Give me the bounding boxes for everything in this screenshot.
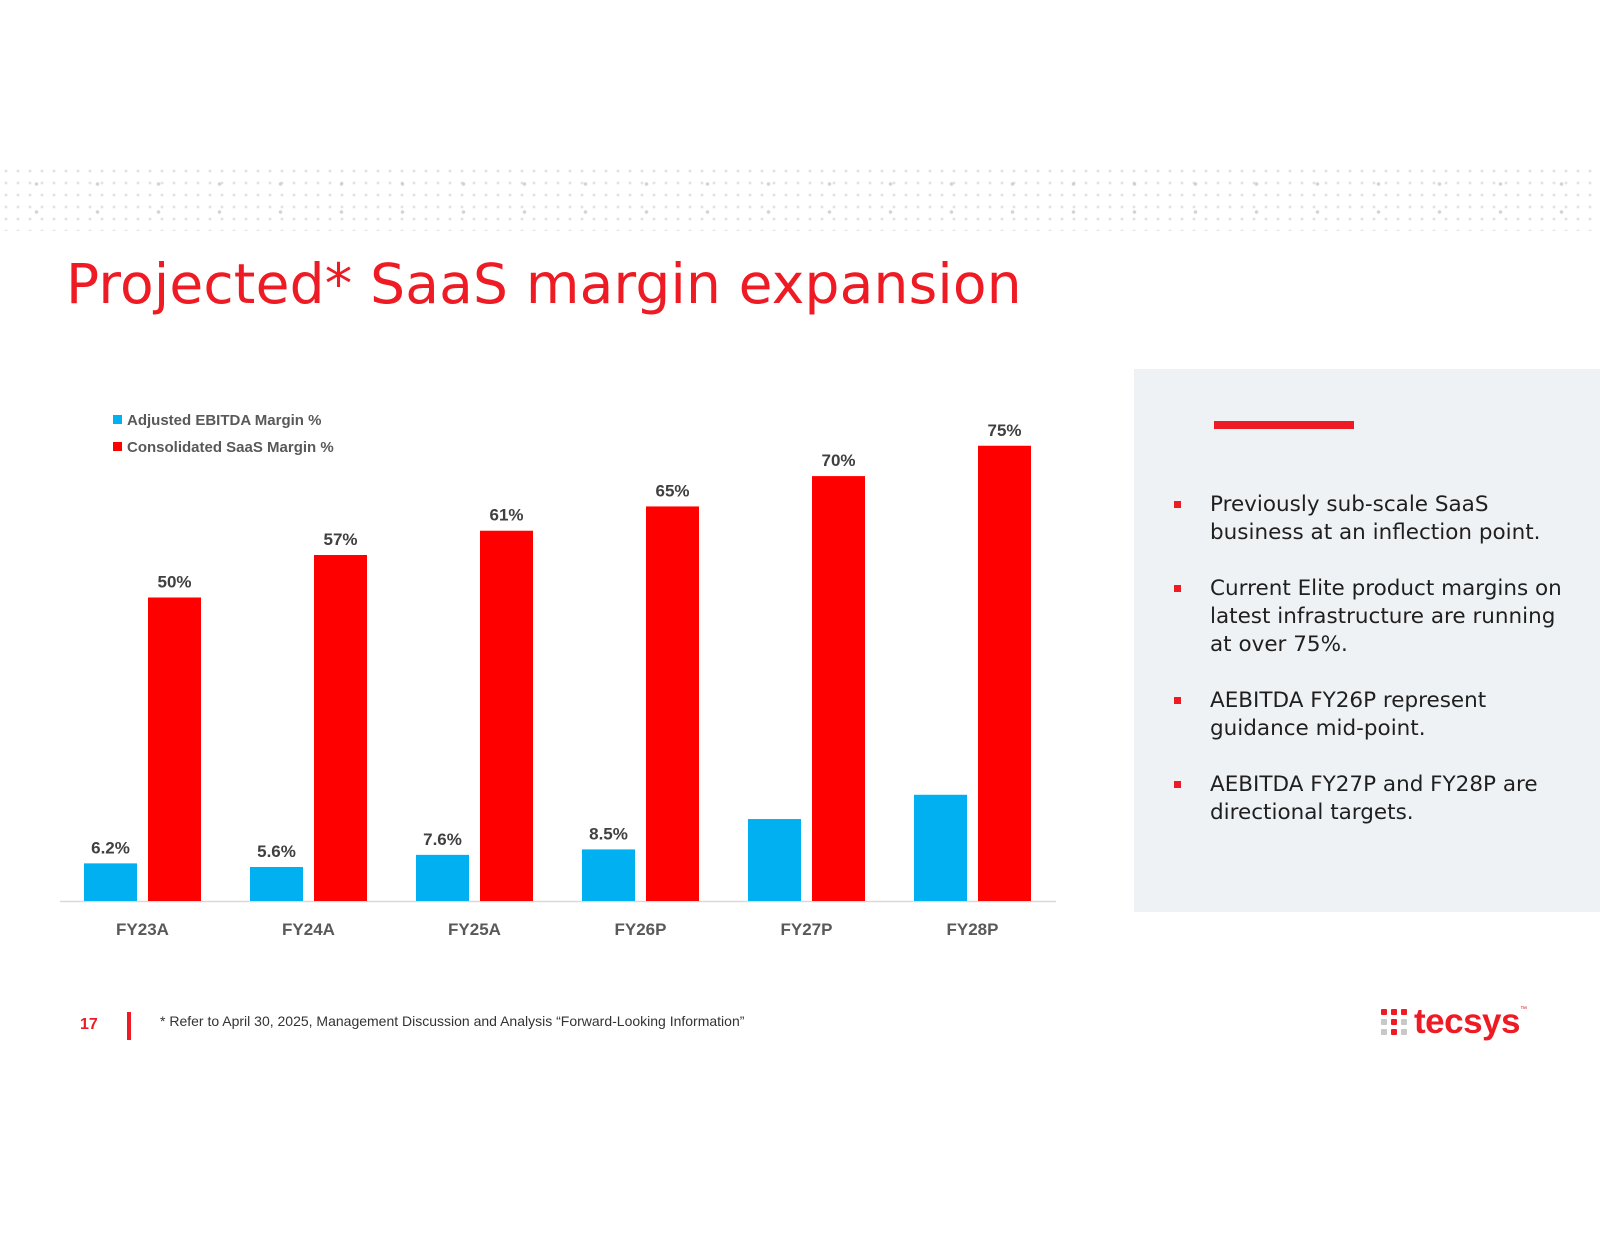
tecsys-logo: tecsys ™ — [1380, 1002, 1527, 1042]
footnote: * Refer to April 30, 2025, Management Di… — [160, 1013, 745, 1029]
bar — [646, 506, 699, 901]
bullet-text: AEBITDA FY26P represent guidance mid-poi… — [1210, 688, 1487, 741]
logo-mark-icon — [1381, 1009, 1407, 1035]
data-label: 50% — [157, 573, 191, 592]
legend-label: Consolidated SaaS Margin % — [127, 439, 334, 456]
data-label: 8.5% — [589, 824, 628, 843]
bar — [748, 819, 801, 901]
square-bullet-icon — [1174, 697, 1181, 704]
margin-bar-chart: Adjusted EBITDA Margin % Consolidated Saa… — [60, 412, 1056, 939]
footer-divider — [127, 1012, 131, 1040]
bullet-text: Current Elite product margins on latest … — [1210, 576, 1562, 657]
data-label: 7.6% — [423, 830, 462, 849]
category-label: FY27P — [781, 920, 833, 939]
bullet-item: Previously sub-scale SaaS business at an… — [1172, 491, 1582, 547]
square-bullet-icon — [1174, 585, 1181, 592]
data-label: 65% — [655, 481, 689, 500]
bar — [84, 863, 137, 901]
bar — [250, 867, 303, 901]
bullet-text: Previously sub-scale SaaS business at an… — [1210, 492, 1541, 545]
bullet-item: Current Elite product margins on latest … — [1172, 575, 1582, 659]
data-label: 5.6% — [257, 842, 296, 861]
square-bullet-icon — [1174, 501, 1181, 508]
bar — [978, 445, 1031, 901]
category-label: FY26P — [615, 920, 667, 939]
bar — [914, 794, 967, 901]
bullet-text: AEBITDA FY27P and FY28P are directional … — [1210, 772, 1538, 825]
bullet-item: AEBITDA FY27P and FY28P are directional … — [1172, 771, 1582, 827]
legend-swatch — [113, 442, 122, 451]
square-bullet-icon — [1174, 781, 1181, 788]
bar — [148, 597, 201, 901]
data-label: 70% — [821, 451, 855, 470]
dotted-banner-accent — [6, 170, 1600, 226]
category-label: FY23A — [116, 920, 169, 939]
bar — [812, 476, 865, 901]
category-label: FY28P — [947, 920, 999, 939]
page-number: 17 — [80, 1016, 98, 1033]
bar — [582, 849, 635, 901]
bar — [480, 530, 533, 901]
legend-label: Adjusted EBITDA Margin % — [127, 412, 321, 429]
panel-accent-bar — [1214, 421, 1354, 429]
bullet-item: AEBITDA FY26P represent guidance mid-poi… — [1172, 687, 1582, 743]
category-label: FY24A — [282, 920, 335, 939]
legend-swatch — [113, 415, 122, 424]
commentary-panel: Previously sub-scale SaaS business at an… — [1134, 369, 1600, 912]
bar — [314, 555, 367, 901]
logo-trademark: ™ — [1519, 1006, 1527, 1013]
commentary-bullets: Previously sub-scale SaaS business at an… — [1172, 491, 1582, 855]
bar — [416, 854, 469, 901]
category-label: FY25A — [448, 920, 501, 939]
slide-title: Projected* SaaS margin expansion — [66, 252, 1022, 316]
data-label: 57% — [323, 530, 357, 549]
data-label: 61% — [489, 506, 523, 525]
data-label: 75% — [987, 421, 1021, 440]
data-label: 6.2% — [91, 838, 130, 857]
logo-wordmark: tecsys — [1414, 1002, 1520, 1041]
